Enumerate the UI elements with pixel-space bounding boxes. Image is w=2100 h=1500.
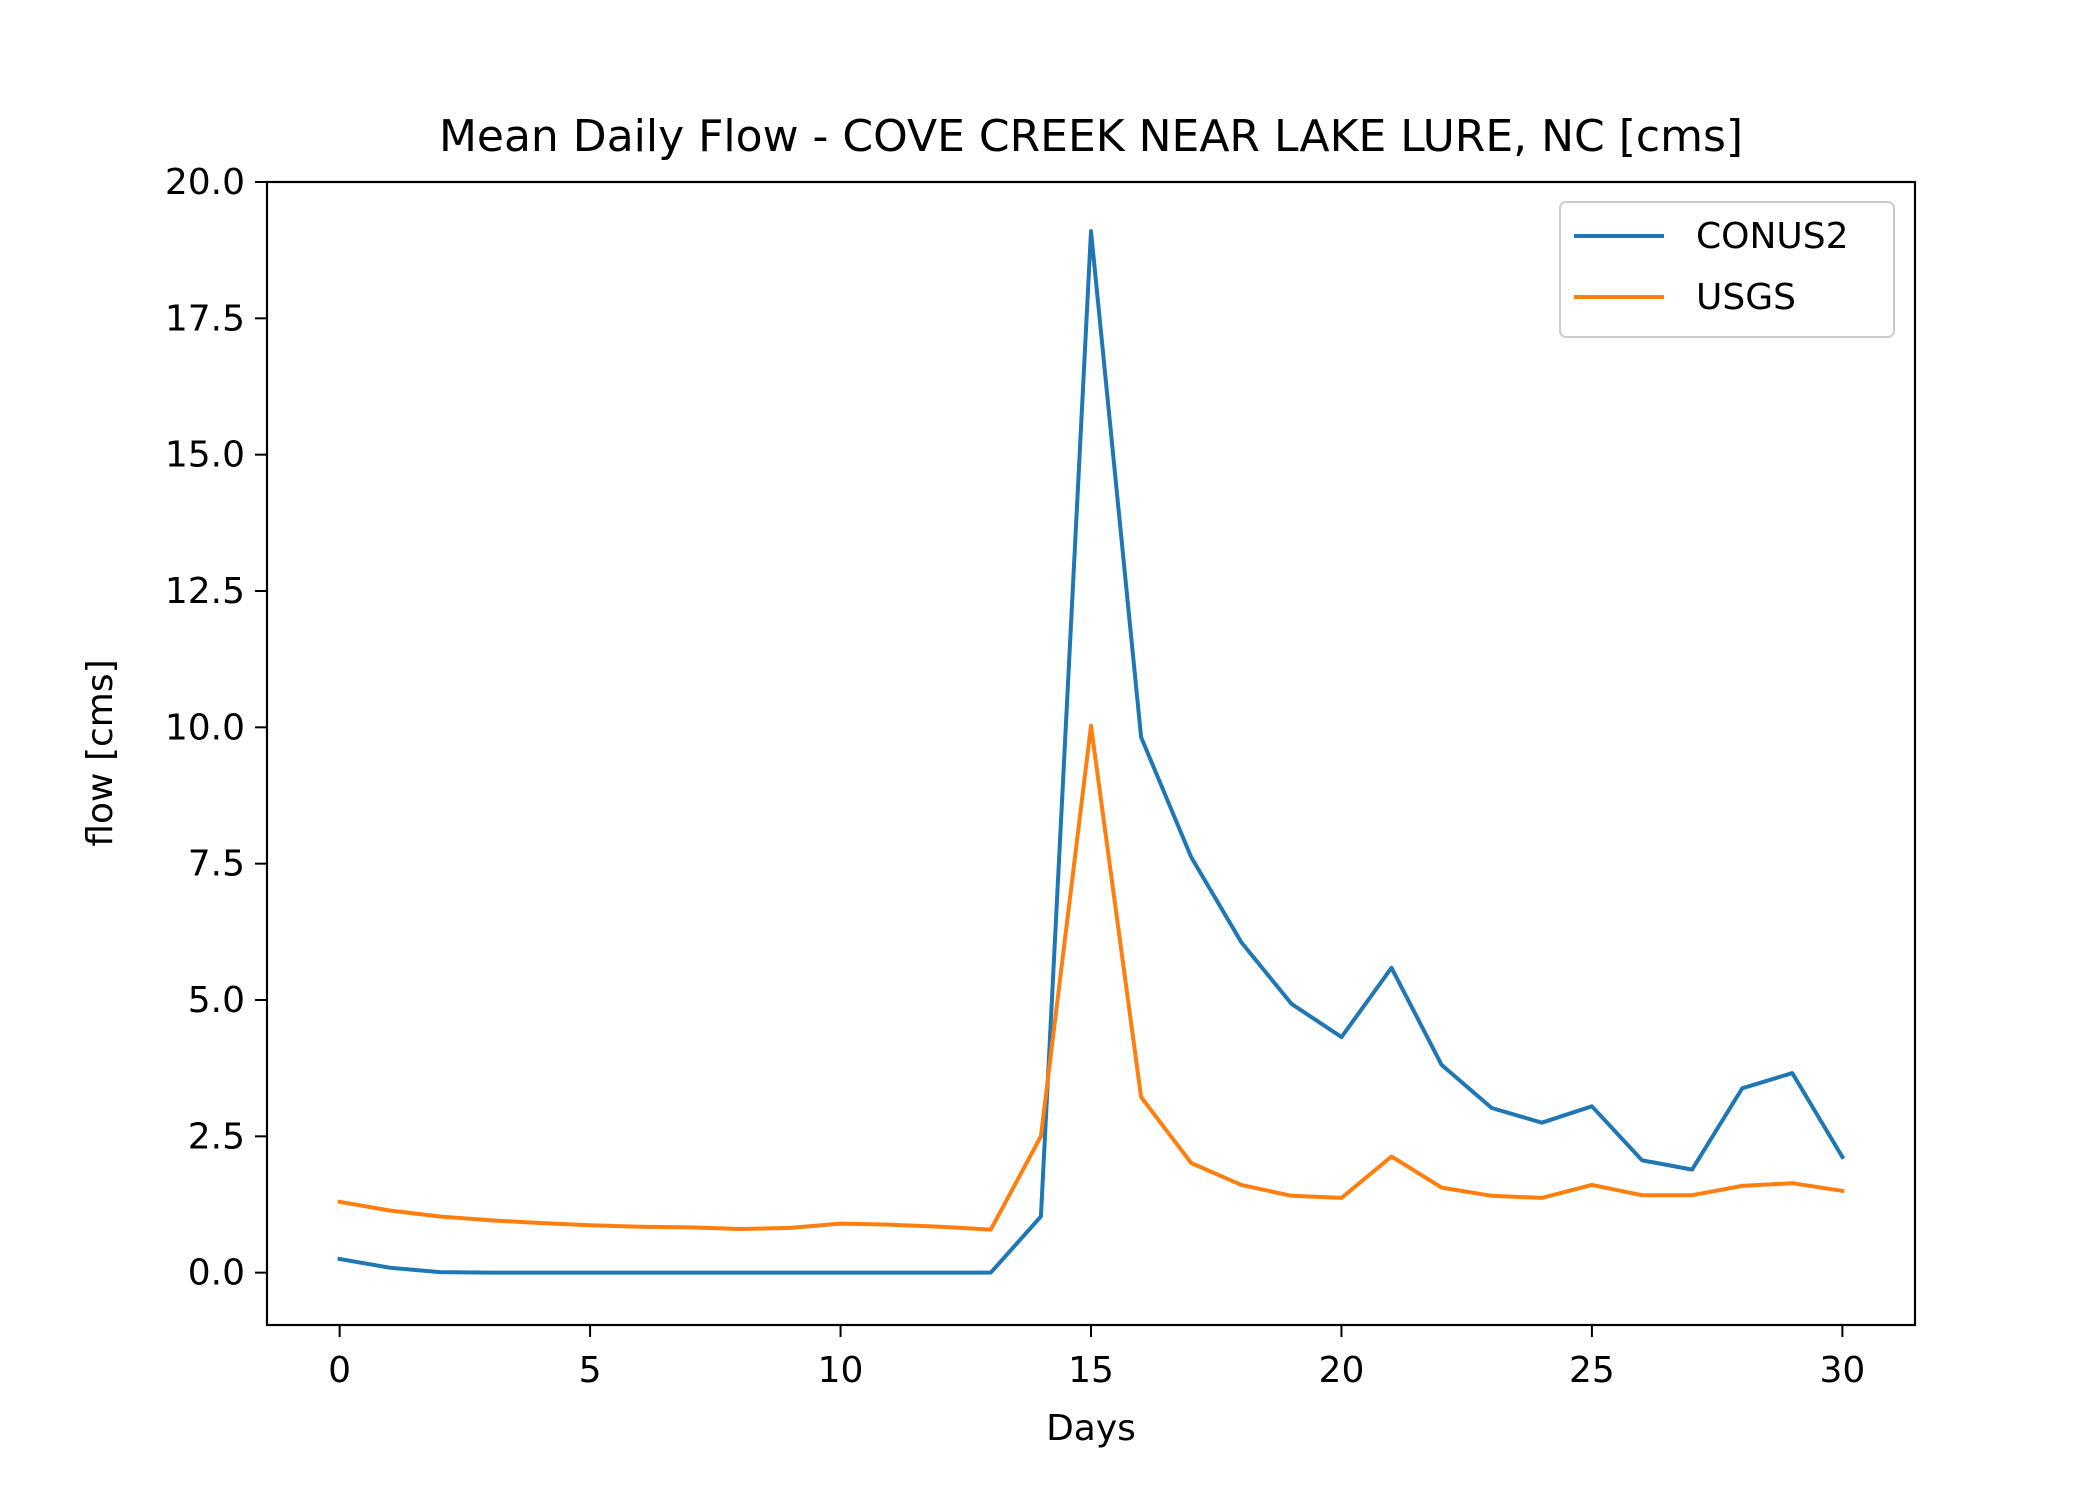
x-axis-ticks: 0 5 10 15 20 25 30 [328,1325,1865,1391]
y-tick-label: 5.0 [188,980,245,1021]
x-tick-label: 15 [1068,1350,1114,1391]
legend: CONUS2 USGS [1559,201,1895,338]
y-axis-label: flow [cms] [80,659,121,846]
x-tick-label: 10 [818,1350,864,1391]
x-tick-label: 30 [1819,1350,1865,1391]
y-tick-label: 7.5 [188,844,245,885]
x-tick-label: 25 [1569,1350,1615,1391]
x-tick-label: 5 [579,1350,602,1391]
y-tick-label: 0.0 [188,1253,245,1294]
x-tick-label: 0 [328,1350,351,1391]
series-lines [337,229,1846,1275]
plot-frame [265,180,1917,1327]
chart-title: Mean Daily Flow - COVE CREEK NEAR LAKE L… [439,111,1743,162]
y-tick-label: 17.5 [165,298,245,339]
legend-label-usgs: USGS [1696,277,1796,318]
series-line-conus2 [337,229,1846,1275]
y-tick-label: 20.0 [165,162,245,203]
series-line-usgs [337,723,1845,1232]
y-axis-ticks: 0.0 2.5 5.0 7.5 10.0 12.5 15.0 17.5 20.0 [165,162,267,1294]
legend-label-conus2: CONUS2 [1696,216,1849,257]
y-tick-label: 15.0 [165,435,245,476]
y-tick-label: 2.5 [188,1116,245,1157]
y-tick-label: 12.5 [165,571,245,612]
x-axis-label: Days [1046,1408,1136,1449]
y-tick-label: 10.0 [165,707,245,748]
x-tick-label: 20 [1319,1350,1365,1391]
